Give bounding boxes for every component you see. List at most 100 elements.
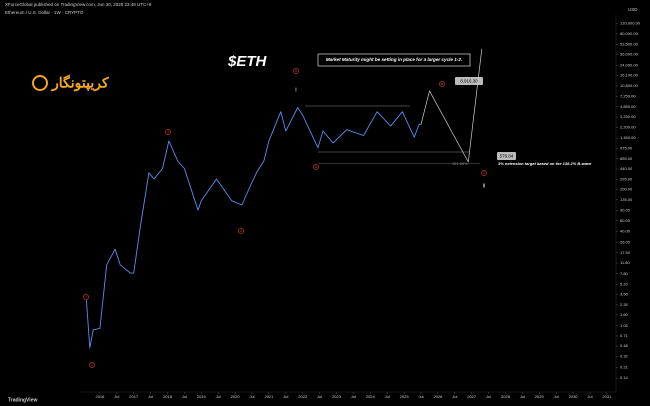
logo-icon [32, 75, 48, 91]
y-tick-label: 440.00 [620, 166, 633, 171]
target-low-box [497, 152, 516, 160]
fib-label: 161.80% [452, 161, 468, 166]
x-tick-label: Jul [216, 394, 221, 399]
target-high-box [455, 77, 483, 85]
publisher: XForceGlobal published on TradingView.co… [5, 2, 152, 7]
x-tick-label: 2023 [332, 394, 342, 399]
wave-label: 3 [167, 130, 169, 134]
x-tick-label: 2017 [129, 394, 139, 399]
x-tick-label: 2030 [569, 394, 579, 399]
wave-label: II [483, 184, 486, 190]
y-tick-label: 135.00 [620, 197, 633, 202]
y-tick-label: 120,000.00 [620, 20, 641, 25]
y-tick-label: 26.00 [620, 240, 631, 245]
y-tick-label: 0.32 [620, 354, 629, 359]
y-tick-label: 11.80 [620, 260, 630, 265]
y-tick-label: 1,450.00 [620, 135, 636, 140]
x-tick-label: Jul [418, 394, 423, 399]
wave-marker [481, 170, 487, 176]
y-tick-label: 0.48 [620, 343, 629, 348]
x-tick-label: Jul [114, 394, 119, 399]
y-tick-label: 10,800.00 [620, 83, 639, 88]
projection-line [420, 48, 483, 163]
y-tick-label: 24,000.00 [620, 62, 639, 67]
y-tick-label: 3.50 [620, 292, 629, 297]
x-tick-label: 2026 [433, 394, 443, 399]
wave-label: 4 [240, 229, 242, 233]
symbol: Ethereum / U.S. Dollar · 1W · CRYPTO [5, 10, 84, 15]
x-tick-label: 2019 [197, 394, 207, 399]
y-tick-label: 0.14 [620, 375, 629, 380]
y-tick-label: 2.35 [620, 302, 629, 307]
price-line [85, 107, 422, 349]
x-tick-label: Jul [554, 394, 559, 399]
x-tick-label: Jul [486, 394, 491, 399]
x-tick-label: 2027 [467, 394, 477, 399]
x-tick-label: Jul [148, 394, 153, 399]
x-tick-label: 2025 [400, 394, 410, 399]
wave-marker [83, 294, 89, 300]
wave-label: I [295, 88, 296, 94]
wave-marker [165, 129, 171, 135]
y-tick-label: 80,000.00 [620, 31, 639, 36]
wave-label: 1 [85, 295, 87, 299]
y-tick-label: 4,850.00 [620, 104, 636, 109]
y-tick-label: 7,250.00 [620, 93, 636, 98]
x-tick-label: 2021 [264, 394, 274, 399]
x-tick-label: 2018 [163, 394, 173, 399]
x-tick-label: 2016 [95, 394, 105, 399]
x-tick-label: Jul [249, 394, 254, 399]
y-tick-label: 0.21 [620, 365, 629, 370]
target-high: 8,916.30 [460, 79, 478, 84]
x-tick-label: Jul [182, 394, 187, 399]
y-tick-label: 2,200.00 [620, 124, 636, 129]
wave-label: 5 [295, 69, 297, 73]
wave-marker [89, 362, 95, 368]
y-tick-label: 36,000.00 [620, 52, 639, 57]
x-tick-label: Jul [283, 394, 288, 399]
y-tick-label: 90.00 [620, 207, 631, 212]
footer: TradingView [8, 397, 37, 403]
y-tick-label: 17.50 [620, 250, 631, 255]
logo: کریپتونگار [32, 75, 109, 92]
y-tick-label: 3,250.00 [620, 114, 636, 119]
x-tick-label: 2029 [535, 394, 545, 399]
y-tick-label: 40.00 [620, 228, 631, 233]
x-tick-label: 2020 [231, 394, 241, 399]
x-tick-label: 2024 [366, 394, 376, 399]
x-tick-label: 2031 [602, 394, 612, 399]
x-tick-label: Jul [587, 394, 592, 399]
wave-marker [313, 164, 319, 170]
x-tick-label: Jul [385, 394, 390, 399]
wave-label: B [441, 82, 444, 86]
note: Market Maturity might be setting in plac… [326, 57, 462, 62]
x-tick-label: 2028 [501, 394, 511, 399]
chart-title: $ETH [227, 53, 268, 70]
y-tick-label: 655.00 [620, 156, 633, 161]
y-tick-label: 975.00 [620, 145, 633, 150]
y-tick-label: 5.20 [620, 281, 629, 286]
x-tick-label: Jul [351, 394, 356, 399]
x-tick-label: Jul [520, 394, 525, 399]
logo-text: کریپتونگار [51, 75, 109, 92]
wave-label: 2 [91, 363, 93, 367]
y-tick-label: 16,100.00 [620, 73, 639, 78]
y-unit: USD [628, 7, 638, 12]
x-tick-label: 2022 [298, 394, 308, 399]
y-tick-label: 0.71 [620, 333, 629, 338]
x-tick-label: Jul [452, 394, 457, 399]
extension-note: 3% extension target based on the 138.2% … [498, 161, 592, 166]
y-tick-label: 7.80 [620, 271, 629, 276]
wave-marker [439, 81, 445, 87]
y-tick-label: 1.60 [620, 312, 629, 317]
y-tick-label: 60.00 [620, 218, 631, 223]
wave-marker [293, 68, 299, 74]
y-tick-label: 1.05 [620, 323, 629, 328]
wave-marker [238, 228, 244, 234]
y-tick-label: 200.00 [620, 187, 633, 192]
wave-label: A [315, 165, 318, 169]
x-tick-label: Jul [317, 394, 322, 399]
target-low: 576.84 [500, 154, 514, 159]
